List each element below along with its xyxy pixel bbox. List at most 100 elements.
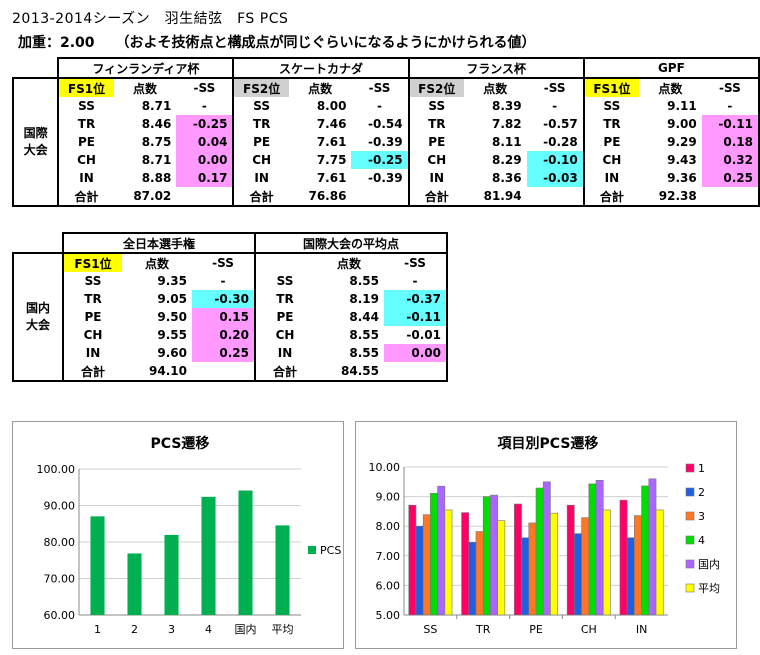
table-row: 国際 大会 FS1位 点数 -SS FS2位 点数 -SS FS2位 点数 -SS FS1位 点数 -SS — [11, 77, 760, 207]
x-tick-label: PE — [529, 623, 543, 636]
item-diff: -0.39 — [351, 133, 410, 151]
item-score: 8.00 — [316, 99, 347, 113]
bar — [164, 534, 179, 615]
item-score: 8.44 — [349, 310, 379, 324]
region-label: 国内 大会 — [12, 252, 64, 382]
item-score: 8.29 — [491, 153, 522, 167]
item-diff: 0.00 — [384, 344, 448, 362]
region-label-line: 国内 — [25, 301, 50, 315]
legend-swatch — [685, 511, 695, 521]
x-tick-label: 平均 — [272, 623, 294, 636]
rank-badge: FS1位 — [582, 77, 640, 97]
bar — [588, 483, 597, 616]
domestic-score-table: 全日本選手権 国際大会の平均点 国内 大会 FS1位 点数 -SS 点数 -SS SS 9.35-… — [12, 232, 448, 382]
legend-label: 平均 — [698, 582, 720, 595]
diff-header: -SS — [701, 77, 760, 97]
item-label: TR — [62, 290, 122, 308]
item-score: 9.35 — [157, 274, 187, 288]
item-diff: -0.25 — [351, 151, 410, 169]
rank-badge — [254, 252, 314, 272]
table-row: SS 8.71- SS 8.00- SS 8.39- SS 9.11- — [13, 97, 760, 115]
x-tick-label: SS — [423, 623, 437, 636]
score-header: 点数 — [639, 77, 702, 97]
item-label: SS — [57, 97, 114, 115]
item-label: SS — [254, 272, 314, 290]
item-score: 9.29 — [667, 135, 697, 149]
corner-cell — [13, 58, 58, 78]
item-diff: 0.17 — [176, 169, 235, 187]
diff-header: -SS — [351, 77, 410, 97]
bar — [238, 490, 253, 615]
item-diff: 0.18 — [701, 133, 760, 151]
item-diff: -0.03 — [526, 169, 585, 187]
score-header: 点数 — [463, 77, 527, 97]
bar — [626, 537, 635, 616]
item-score: 8.88 — [141, 171, 172, 185]
item-label: PE — [407, 133, 464, 151]
item-score: 8.55 — [349, 274, 379, 288]
total-score: 94.10 — [122, 362, 192, 382]
region-label-line: 国際 — [23, 126, 48, 140]
total-blank — [176, 187, 235, 207]
item-diff: - — [526, 97, 585, 115]
item-diff: 0.32 — [701, 151, 760, 169]
table-row: SS 9.35- SS 8.55- — [13, 272, 448, 290]
item-label: CH — [407, 151, 464, 169]
item-label: IN — [62, 344, 122, 362]
total-label: 合計 — [62, 362, 122, 382]
item-label: TR — [407, 115, 464, 133]
event-header: GPF — [582, 57, 760, 79]
bar — [475, 531, 484, 616]
bar — [641, 485, 650, 616]
bar — [482, 496, 491, 616]
event-header: 国際大会の平均点 — [254, 232, 448, 254]
legend-swatch — [308, 546, 316, 554]
bar — [566, 504, 575, 616]
event-header: スケートカナダ — [232, 57, 410, 79]
bar — [408, 504, 417, 616]
bar — [514, 503, 522, 616]
diff-header: -SS — [192, 252, 256, 272]
y-tick-label: 80.00 — [44, 536, 76, 549]
item-chart-panel: 項目別PCS遷移 5.00 6.00 7.00 8.00 9.00 10.00 SS TR PE C… — [355, 421, 737, 649]
legend-label: PCS — [320, 544, 341, 557]
y-tick-label: 100.00 — [37, 463, 76, 476]
region-label-line: 大会 — [25, 318, 50, 332]
item-label: PE — [232, 133, 289, 151]
item-diff: -0.28 — [526, 133, 585, 151]
item-diff: - — [351, 97, 410, 115]
diff-header: -SS — [176, 77, 235, 97]
score-header: 点数 — [122, 252, 192, 272]
item-diff: 0.25 — [701, 169, 760, 187]
diff-header: -SS — [526, 77, 585, 97]
item-label: PE — [57, 133, 114, 151]
item-score: 9.50 — [157, 310, 187, 324]
item-diff: -0.01 — [384, 326, 448, 344]
total-blank — [351, 187, 410, 207]
item-label: CH — [582, 151, 640, 169]
item-score: 7.61 — [316, 135, 347, 149]
item-score: 9.11 — [667, 99, 697, 113]
rank-badge: FS2位 — [232, 77, 289, 97]
bar — [127, 553, 142, 615]
item-score: 8.36 — [491, 171, 522, 185]
item-label: PE — [582, 133, 640, 151]
item-score: 7.46 — [316, 117, 347, 131]
bar — [444, 509, 453, 616]
item-label: IN — [254, 344, 314, 362]
item-diff: - — [176, 97, 235, 115]
total-label: 合計 — [254, 362, 314, 382]
item-diff: -0.11 — [701, 115, 760, 133]
item-diff: - — [384, 272, 448, 290]
bar — [437, 485, 446, 616]
bar — [619, 499, 628, 616]
legend-swatch — [685, 463, 695, 473]
x-tick-label: 3 — [168, 623, 175, 636]
bar — [468, 541, 477, 616]
item-diff: -0.57 — [526, 115, 585, 133]
bar — [275, 525, 290, 615]
total-blank — [701, 187, 760, 207]
item-diff: - — [701, 97, 760, 115]
item-score: 9.60 — [157, 346, 187, 360]
bar — [528, 522, 537, 616]
